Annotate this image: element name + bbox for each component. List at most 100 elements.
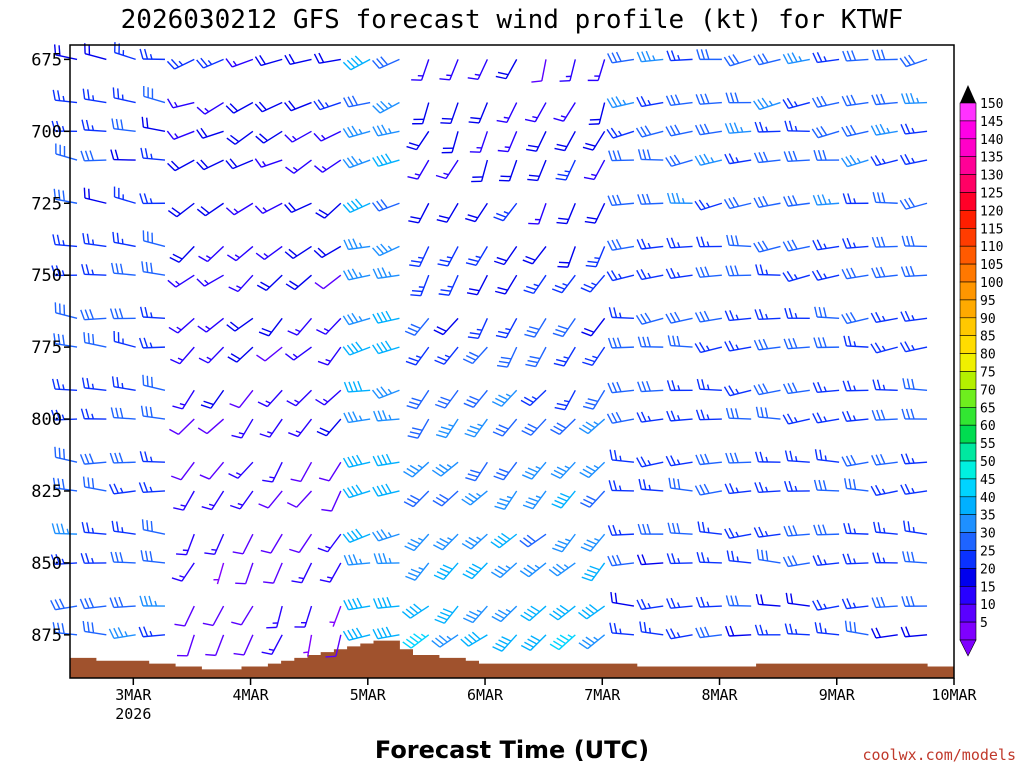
barb-half [359,558,363,564]
barb-shaft [332,605,342,627]
wind-barb [371,199,400,212]
barb-shaft [729,533,752,539]
barb-shaft [84,387,107,391]
wind-barb [261,634,283,655]
barb-shaft [377,461,400,467]
barb-full [342,128,350,138]
barb-full [467,336,479,340]
barb-shaft [243,634,254,656]
barb-shaft [55,198,78,204]
barb-shaft [591,562,606,582]
barb-half [503,211,510,215]
barb-full [343,554,349,566]
barb-full [521,429,532,436]
barb-full [842,193,848,204]
wind-barb [725,625,752,637]
barb-half [735,157,739,163]
barb-full [734,408,739,419]
barb-full [432,499,443,507]
wind-barb [373,410,400,422]
barb-shaft [84,341,107,348]
barb-shaft [203,159,224,171]
barb-shaft [265,274,283,291]
wind-barb [841,598,869,610]
barb-full [849,312,857,322]
barb-shaft [55,456,78,463]
barb-shaft [729,202,752,210]
barb-half [853,198,857,204]
barb-half [61,270,65,276]
barb-full [118,452,124,463]
barb-shaft [55,388,78,391]
barb-full [585,401,596,406]
barb-full [524,641,534,648]
wind-barb [325,634,342,658]
barb-full [203,400,214,406]
wind-barb [196,101,224,115]
barb-full [791,382,798,393]
barb-full [671,380,676,391]
barb-shaft [378,346,400,355]
barb-shaft [611,533,634,536]
barb-full [875,454,881,465]
barb-full [497,149,509,153]
barb-full [226,137,236,145]
barb-full [871,267,877,278]
barb-full [143,482,149,493]
barb-full [556,422,567,429]
wind-barb [313,99,342,111]
barb-full [166,60,176,70]
wind-barb [901,596,928,607]
barb-full [610,127,618,138]
barb-full [607,525,613,536]
wind-barb [196,127,224,139]
barb-shaft [186,634,195,656]
barb-shaft [293,159,312,174]
barb-shaft [758,389,781,396]
barb-full [347,629,354,640]
barb-full [346,532,355,542]
barb-shaft [641,130,664,138]
wind-barb [694,199,723,211]
barb-full [556,607,566,615]
barb-full [583,327,595,333]
barb-full [905,408,911,420]
barb-full [607,382,613,393]
barb-full [317,360,329,366]
barb-full [695,627,701,638]
barb-full [701,521,706,533]
barb-full [870,125,877,136]
barb-full [385,453,392,464]
barb-full [225,105,235,114]
barb-full [493,475,504,481]
barb-half [681,197,685,204]
barb-shaft [729,346,752,352]
barb-full [611,412,618,423]
barb-full [56,523,61,534]
barb-full [111,376,115,387]
barb-full [900,311,906,322]
barb-full [529,355,541,360]
barb-half [232,60,238,66]
wind-barb [520,605,547,622]
barb-shaft [261,101,283,113]
barb-shaft [729,417,752,420]
barb-shaft [541,59,547,82]
barb-shaft [113,634,136,639]
barb-full [902,551,906,562]
wind-barb [753,97,781,111]
barb-shaft [729,244,752,248]
barb-full [380,56,389,66]
colorbar-swatch [959,353,977,372]
barb-full [818,479,823,491]
wind-barb [490,532,518,549]
barb-half [563,564,569,569]
wind-barb [166,58,195,70]
barb-full [640,96,647,106]
wind-barb [141,261,166,276]
barb-full [380,341,388,352]
barb-shaft [322,159,342,173]
barb-full [231,621,242,626]
barb-full [665,268,672,279]
wind-barb [524,317,547,338]
